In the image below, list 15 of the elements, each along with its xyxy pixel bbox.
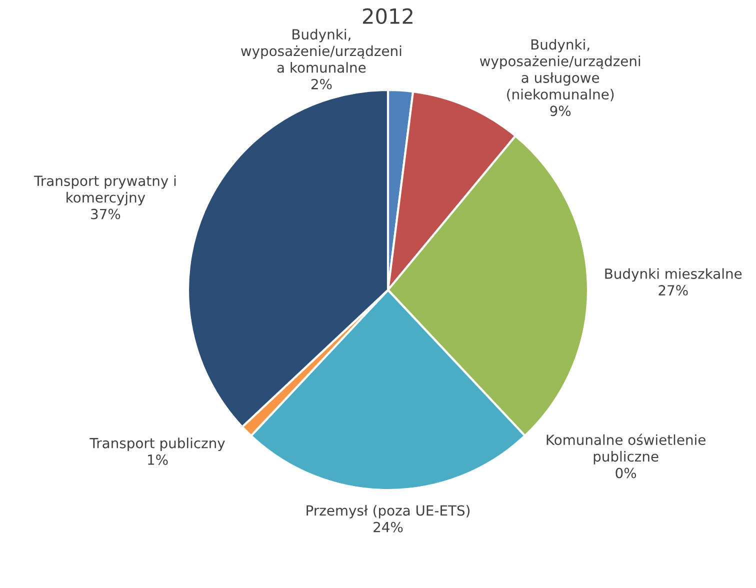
chart-title: 2012 (363, 8, 412, 24)
data-label: 1% (148, 454, 168, 465)
slice-label: Budynki, wyposażenie/urządzeni a usługowe (niekomunalne) (480, 38, 640, 102)
data-label: 24% (374, 522, 403, 532)
slice-label: Budynki mieszkalne (605, 268, 742, 282)
slice-label: Transport prywatny i komercyjny (34, 175, 176, 206)
category-label: Komunalne oświetlenie publiczne (546, 434, 706, 464)
slice-label: Budynki, wyposażenie/urządzeni a komunalne (241, 28, 402, 73)
data-label: 2% (311, 78, 332, 90)
slice-label: Transport publiczny (90, 438, 225, 452)
text: 0% (616, 468, 636, 478)
data-label: 9% (550, 106, 571, 116)
slice-label: Przemysł (poza UE-ETS) (306, 504, 470, 518)
data-label: 27% (658, 285, 688, 296)
data-label: 37% (91, 208, 120, 220)
